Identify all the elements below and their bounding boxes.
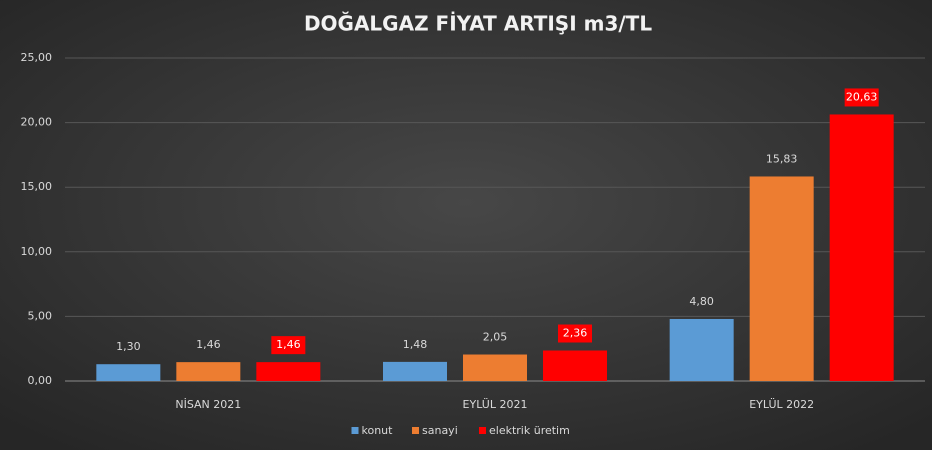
bar xyxy=(176,362,241,381)
bar xyxy=(96,364,161,381)
legend-label: sanayi xyxy=(422,424,458,437)
data-label: 4,80 xyxy=(689,295,714,308)
x-tick-label: EYLÜL 2022 xyxy=(749,398,814,411)
data-label-box xyxy=(844,88,879,107)
legend-label: elektrik üretim xyxy=(489,424,570,437)
y-tick-label: 25,00 xyxy=(21,51,53,64)
chart-title: DOĞALGAZ FİYAT ARTIŞI m3/TL xyxy=(304,12,652,36)
legend-swatch xyxy=(351,427,359,434)
bar xyxy=(383,361,447,381)
x-tick-label: NİSAN 2021 xyxy=(175,398,241,411)
data-label-box xyxy=(271,336,306,355)
bar xyxy=(749,176,814,381)
data-label: 1,46 xyxy=(196,338,221,351)
legend-swatch xyxy=(479,427,486,434)
bar xyxy=(256,362,321,381)
data-label: 20,63 xyxy=(846,90,878,103)
data-label: 1,46 xyxy=(276,338,301,351)
x-tick-label: EYLÜL 2021 xyxy=(463,398,528,411)
bar xyxy=(463,354,527,381)
y-tick-label: 20,00 xyxy=(21,116,53,129)
data-label: 2,36 xyxy=(563,327,588,340)
legend-label: konut xyxy=(362,424,394,437)
y-tick-label: 15,00 xyxy=(21,180,53,193)
legend-swatch xyxy=(412,427,419,434)
bar xyxy=(543,350,607,381)
bar xyxy=(829,114,894,382)
data-label: 2,05 xyxy=(483,331,508,344)
data-label-box xyxy=(558,324,592,343)
data-label: 15,83 xyxy=(766,152,798,165)
data-label: 1,30 xyxy=(116,340,141,353)
y-tick-label: 5,00 xyxy=(28,309,53,322)
y-tick-label: 10,00 xyxy=(21,245,53,258)
data-label: 1,48 xyxy=(403,338,428,351)
y-tick-label: 0,00 xyxy=(28,374,53,387)
bar xyxy=(669,318,734,381)
